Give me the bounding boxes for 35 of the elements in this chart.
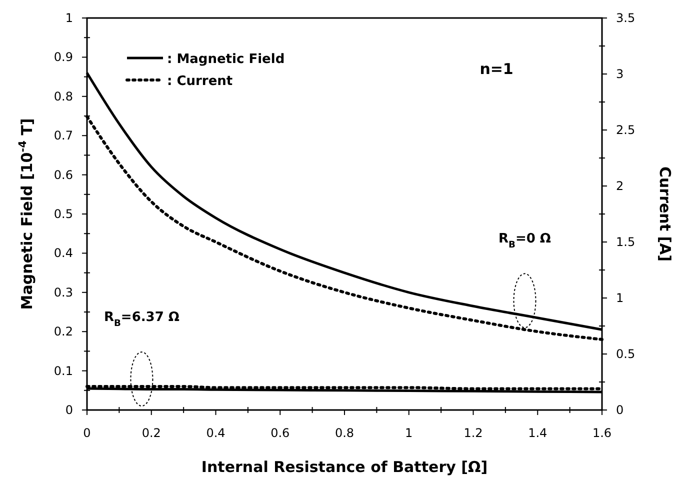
y-tick-label: 0.7 (54, 128, 73, 143)
x-axis-title: Internal Resistance of Battery [Ω] (201, 458, 488, 476)
annotation: R$_{B}$=6.37 Ω (104, 310, 180, 330)
y2-axis-title: Current [A] (656, 166, 674, 262)
legend-label: : Magnetic Field (167, 52, 285, 67)
annotation: n=1 (480, 60, 514, 78)
x-tick-label: 0.4 (206, 426, 226, 440)
x-tick-label: 1.2 (464, 426, 483, 440)
y2-tick-label: 2 (616, 179, 624, 193)
x-tick-label: 1 (405, 426, 413, 440)
y2-tick-label: 3.5 (616, 11, 636, 25)
y-tick-label: 0.8 (54, 89, 73, 104)
x-tick-label: 0.6 (270, 426, 290, 440)
y-tick-label: 0.2 (54, 324, 73, 339)
x-tick-label: 1.4 (528, 426, 548, 440)
y-tick-label: 0.9 (54, 50, 73, 64)
y2-tick-label: 3 (616, 67, 624, 81)
x-tick-label: 0.2 (142, 426, 161, 440)
y-tick-label: 0.6 (54, 168, 73, 182)
y2-tick-label: 2.5 (616, 123, 636, 137)
x-tick-label: 1.6 (592, 426, 612, 440)
y2-tick-label: 0 (616, 403, 624, 417)
y2-tick-label: 1.5 (616, 235, 636, 249)
annotation: R$_{B}$=0 Ω (498, 232, 551, 251)
x-tick-label: 0 (83, 426, 91, 440)
y-tick-label: 0.4 (54, 246, 73, 260)
legend-label: : Current (167, 74, 233, 89)
y-tick-label: 0 (65, 403, 73, 417)
y-tick-label: 0.3 (54, 285, 73, 300)
x-tick-label: 0.8 (334, 426, 354, 440)
y-tick-label: 0.1 (54, 364, 73, 378)
y-tick-label: 1 (65, 11, 73, 25)
y-tick-label: 0.5 (54, 207, 73, 221)
y2-tick-label: 0.5 (616, 347, 636, 361)
y2-tick-label: 1 (616, 291, 624, 305)
